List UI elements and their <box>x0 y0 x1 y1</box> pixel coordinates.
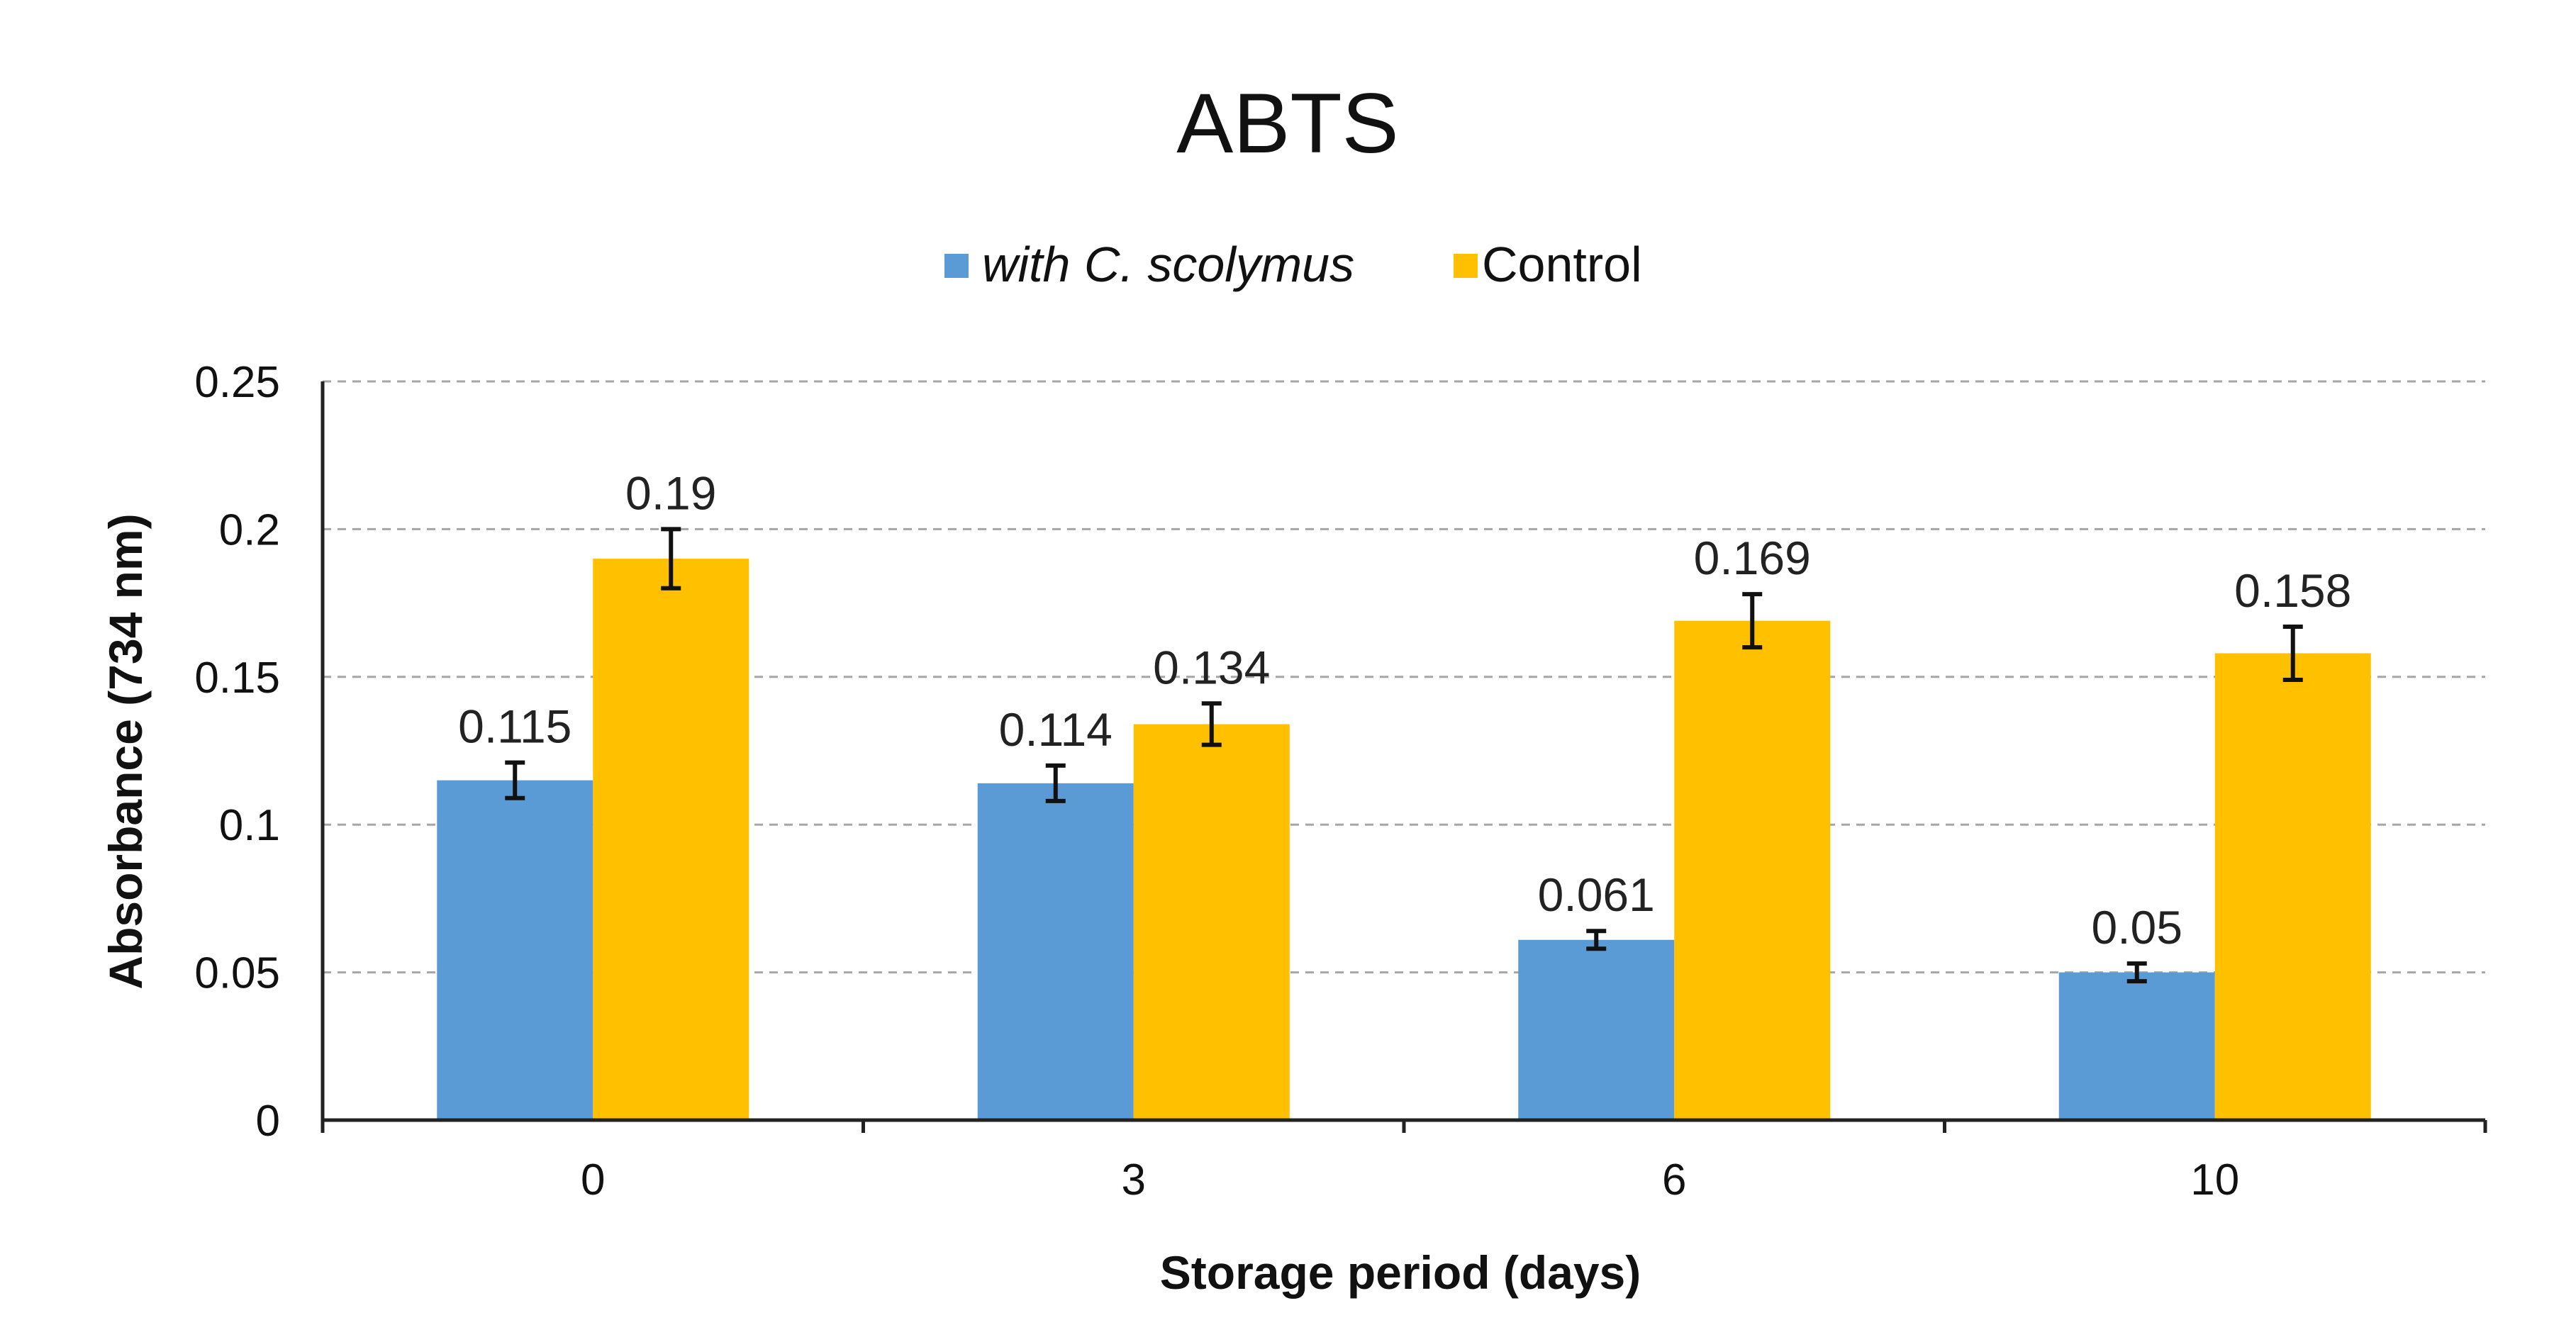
bar-series-1 <box>1674 620 1831 1120</box>
y-tick-label: 0.1 <box>219 801 280 850</box>
y-tick-label: 0.15 <box>194 654 280 703</box>
y-axis-ticks: 0 0.05 0.1 0.15 0.2 0.25 <box>194 358 280 1146</box>
x-tick-label: 0 <box>581 1156 605 1204</box>
error-bars <box>505 527 2303 984</box>
legend-label-series-0: with C. scolymus <box>982 237 1354 292</box>
legend-label-series-1: Control <box>1482 237 1642 292</box>
legend-swatch-series-1 <box>1454 254 1478 278</box>
legend: with C. scolymus Control <box>944 237 1642 292</box>
bar-series-0 <box>2058 972 2215 1120</box>
bar-series-0 <box>977 783 1134 1120</box>
x-axis-ticks: 0 3 6 10 <box>320 1120 2487 1204</box>
data-label: 0.134 <box>1153 641 1270 693</box>
bars <box>437 559 2371 1120</box>
data-label: 0.061 <box>1538 868 1655 921</box>
data-label: 0.114 <box>999 703 1113 756</box>
legend-swatch-series-0 <box>944 254 969 278</box>
bar-series-0 <box>437 780 593 1120</box>
x-tick-label: 6 <box>1662 1156 1686 1204</box>
chart-title: ABTS <box>1176 76 1398 171</box>
bar-series-0 <box>1518 939 1675 1120</box>
x-tick-label: 3 <box>1122 1156 1146 1204</box>
data-label: 0.169 <box>1694 532 1811 584</box>
data-label: 0.05 <box>2092 901 2182 954</box>
y-tick-label: 0.25 <box>194 358 280 407</box>
data-label: 0.158 <box>2234 564 2351 617</box>
data-labels: 0.115 0.19 0.114 0.134 0.061 0.169 0.05 0.158 <box>458 466 2351 954</box>
data-label: 0.115 <box>458 700 571 753</box>
y-axis-title: Absorbance (734 nm) <box>99 513 152 989</box>
bar-series-1 <box>593 559 749 1120</box>
y-tick-label: 0.2 <box>219 505 280 554</box>
x-axis-title: Storage period (days) <box>1160 1246 1641 1299</box>
bar-series-1 <box>1133 724 1290 1120</box>
data-label: 0.19 <box>625 466 716 519</box>
y-tick-label: 0.05 <box>194 949 280 998</box>
y-tick-label: 0 <box>256 1097 280 1146</box>
bar-series-1 <box>2214 653 2371 1120</box>
x-tick-label: 10 <box>2190 1156 2239 1204</box>
